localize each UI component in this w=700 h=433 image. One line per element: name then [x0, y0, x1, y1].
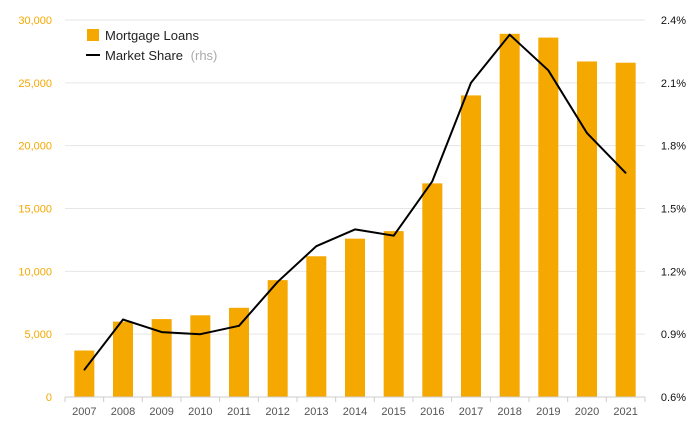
- y-left-tick-label: 5,000: [24, 329, 52, 341]
- bar: [113, 321, 133, 397]
- y-right-tick-label: 1.2%: [661, 266, 686, 278]
- legend-label-market-share-suffix: (rhs): [191, 48, 218, 63]
- y-right-tick-label: 1.5%: [661, 204, 686, 216]
- legend-label-mortgage-loans: Mortgage Loans: [105, 28, 199, 43]
- x-tick-label: 2020: [575, 406, 599, 418]
- bar-series: [74, 33, 636, 398]
- y-left-tick-label: 10,000: [18, 266, 52, 278]
- bar: [306, 256, 327, 397]
- bar: [267, 280, 288, 397]
- legend-swatch-mortgage-loans: [87, 29, 99, 41]
- bar: [383, 231, 404, 397]
- x-tick-label: 2010: [188, 406, 212, 418]
- line-point: [470, 82, 472, 84]
- x-tick-label: 2015: [381, 406, 405, 418]
- x-tick-label: 2014: [343, 406, 367, 418]
- y-left-tick-label: 0: [46, 392, 52, 404]
- x-tick-label: 2018: [497, 406, 521, 418]
- line-point: [431, 180, 434, 183]
- x-tick-label: 2007: [72, 406, 96, 418]
- line-point: [122, 318, 124, 321]
- bar: [499, 33, 520, 397]
- line-point: [354, 228, 356, 231]
- bar: [190, 315, 211, 397]
- x-tick-label: 2016: [420, 406, 444, 418]
- line-point: [508, 33, 511, 36]
- y-left-tick-label: 25,000: [18, 78, 52, 90]
- line-point: [586, 132, 588, 134]
- line-point: [199, 333, 202, 335]
- y-left-tick-label: 20,000: [18, 141, 52, 153]
- x-tick-label: 2009: [149, 406, 173, 418]
- line-point: [276, 281, 279, 283]
- line-point: [624, 172, 627, 174]
- bar: [345, 238, 365, 397]
- y-left-tick-label: 30,000: [18, 15, 52, 27]
- x-tick-label: 2012: [265, 406, 289, 418]
- line-series: [83, 33, 627, 371]
- bar: [422, 183, 443, 397]
- x-tick-label: 2011: [227, 406, 251, 418]
- x-tick-label: 2008: [111, 406, 135, 418]
- legend: Mortgage Loans Market Share (rhs): [86, 28, 217, 63]
- y-right-tick-label: 0.9%: [661, 329, 686, 341]
- bar: [461, 95, 481, 398]
- x-tick-label: 2017: [459, 406, 483, 418]
- y-right-tick-label: 1.8%: [661, 141, 686, 153]
- y-right-tick-label: 2.1%: [661, 78, 686, 90]
- y-right-tick-label: 2.4%: [661, 15, 686, 27]
- y-right-tick-label: 0.6%: [661, 392, 686, 404]
- axes: 0 5,000 10,000 15,000 20,000 25,000 30,000 0.6%…: [18, 15, 686, 418]
- legend-label-market-share-main: Market Share: [105, 48, 183, 63]
- line-point: [160, 331, 163, 333]
- bar: [229, 307, 249, 397]
- line-point: [547, 69, 550, 72]
- bar: [151, 319, 172, 397]
- line-point: [238, 324, 240, 327]
- x-tick-label: 2021: [613, 406, 637, 418]
- line-point: [315, 245, 318, 247]
- x-tick-label: 2019: [536, 406, 560, 418]
- bar: [538, 37, 559, 398]
- x-tick-label: 2013: [304, 406, 328, 418]
- line-point: [83, 368, 86, 371]
- bar: [74, 350, 95, 397]
- line-point: [392, 234, 395, 237]
- bar: [577, 61, 597, 397]
- y-left-tick-label: 15,000: [18, 204, 52, 216]
- bar: [615, 62, 636, 398]
- legend-label-market-share: Market Share (rhs): [105, 48, 217, 63]
